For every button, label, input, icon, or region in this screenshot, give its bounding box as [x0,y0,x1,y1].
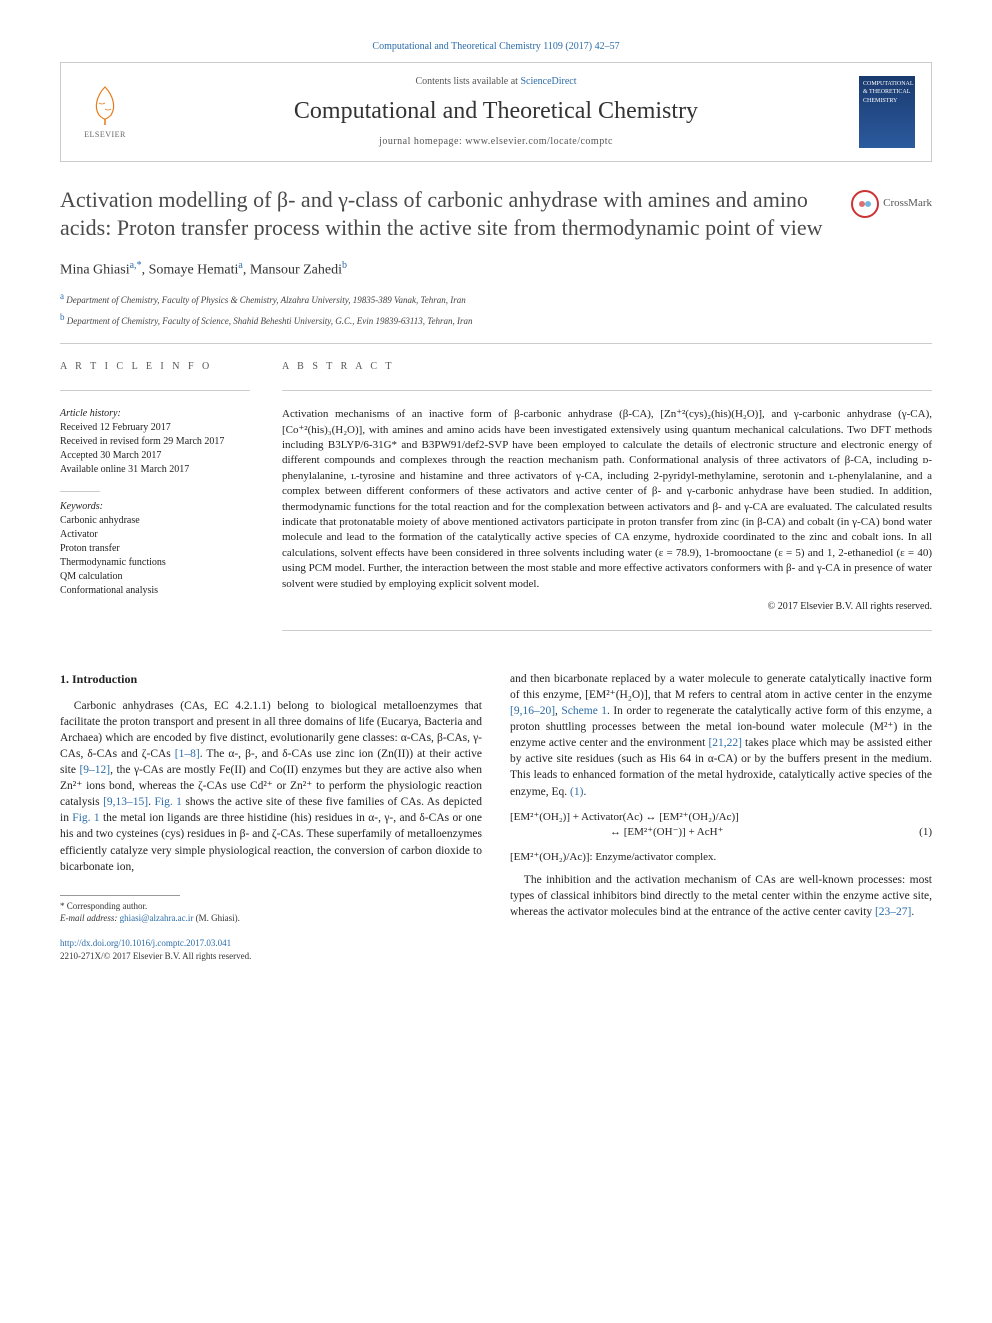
keyword-item: Proton transfer [60,542,250,556]
history-item: Received in revised form 29 March 2017 [60,435,250,449]
email-attribution: (M. Ghiasi). [193,913,240,923]
history-item: Received 12 February 2017 [60,421,250,435]
divider [282,630,932,631]
author-aff-sup: a, [130,260,137,271]
section-heading: 1. Introduction [60,671,482,688]
article-info-block: A R T I C L E I N F O Article history: R… [60,360,250,647]
body-columns: 1. Introduction Carbonic anhydrases (CAs… [60,671,932,962]
keyword-item: Conformational analysis [60,584,250,598]
abstract-text: Activation mechanisms of an inactive for… [282,407,932,592]
aff-label: b [60,312,65,322]
aff-label: a [60,291,64,301]
text: and then bicarbonate replaced by a water… [510,673,932,701]
contents-available-line: Contents lists available at ScienceDirec… [149,75,843,89]
divider [282,390,932,391]
keyword-item: Thermodynamic functions [60,556,250,570]
journal-masthead: ELSEVIER Contents lists available at Sci… [60,62,932,162]
contents-prefix: Contents lists available at [415,76,520,87]
equation-line: [EM²⁺(OH₂)] + Activator(Ac) ↔ [EM²⁺(OH₂)… [510,810,932,825]
email-label: E-mail address: [60,913,120,923]
sciencedirect-link[interactable]: ScienceDirect [520,76,576,87]
keyword-item: Activator [60,528,250,542]
equation-note: [EM²⁺(OH₂)/Ac)]: Enzyme/activator comple… [510,850,932,865]
journal-name: Computational and Theoretical Chemistry [149,95,843,129]
author-name: Somaye Hemati [149,262,239,277]
text: . [911,906,914,918]
homepage-prefix: journal homepage: [379,136,465,147]
ref-link[interactable]: [9,13–15] [103,796,148,808]
keywords-label: Keywords: [60,500,250,514]
divider [60,343,932,344]
ref-link[interactable]: [9–12] [79,764,110,776]
text: . [583,786,586,798]
elsevier-logo-text: ELSEVIER [84,129,126,140]
history-item: Accepted 30 March 2017 [60,449,250,463]
history-item: Available online 31 March 2017 [60,463,250,477]
copyright-line: © 2017 Elsevier B.V. All rights reserved… [282,600,932,614]
homepage-url: www.elsevier.com/locate/comptc [465,136,613,147]
affiliation: a Department of Chemistry, Faculty of Ph… [60,290,932,307]
aff-text: Department of Chemistry, Faculty of Scie… [67,316,473,326]
footnotes: * Corresponding author. E-mail address: … [60,900,482,925]
email-link[interactable]: ghiasi@alzahra.ac.ir [120,913,194,923]
equation-link[interactable]: (1) [570,786,583,798]
doi-block: http://dx.doi.org/10.1016/j.comptc.2017.… [60,937,482,962]
author-aff-sup: a [238,260,242,271]
crossmark-icon [851,190,879,218]
issn-copyright: 2210-271X/© 2017 Elsevier B.V. All right… [60,950,482,963]
keyword-item: QM calculation [60,570,250,584]
author-corr-sup: * [137,260,142,271]
ref-link[interactable]: [21,22] [708,737,742,749]
body-paragraph: and then bicarbonate replaced by a water… [510,671,932,800]
elsevier-tree-icon [85,83,125,127]
scheme-link[interactable]: Scheme 1 [561,705,607,717]
ref-link[interactable]: [9,16–20] [510,705,555,717]
footnote-divider [60,895,180,896]
author-list: Mina Ghiasia,*, Somaye Hematia, Mansour … [60,259,932,280]
journal-homepage-line: journal homepage: www.elsevier.com/locat… [149,135,843,149]
affiliation: b Department of Chemistry, Faculty of Sc… [60,311,932,328]
crossmark-badge[interactable]: CrossMark [851,190,932,218]
divider [60,390,250,391]
right-column: and then bicarbonate replaced by a water… [510,671,932,962]
article-info-heading: A R T I C L E I N F O [60,360,250,374]
equation-block: [EM²⁺(OH₂)] + Activator(Ac) ↔ [EM²⁺(OH₂)… [510,810,932,841]
abstract-heading: A B S T R A C T [282,360,932,374]
author-name: Mansour Zahedi [250,262,342,277]
citation-header: Computational and Theoretical Chemistry … [60,40,932,54]
body-paragraph: The inhibition and the activation mechan… [510,872,932,920]
elsevier-logo: ELSEVIER [77,80,133,144]
equation-line: ↔ [EM²⁺(OH⁻)] + AcH⁺ [610,826,723,838]
ref-link[interactable]: [23–27] [875,906,911,918]
doi-link[interactable]: http://dx.doi.org/10.1016/j.comptc.2017.… [60,938,231,948]
article-title: Activation modelling of β- and γ-class o… [60,186,932,243]
author-name: Mina Ghiasi [60,262,130,277]
left-column: 1. Introduction Carbonic anhydrases (CAs… [60,671,482,962]
history-label: Article history: [60,407,250,421]
figure-link[interactable]: Fig. 1 [72,812,99,824]
text: the metal ion ligands are three histidin… [60,812,482,872]
aff-text: Department of Chemistry, Faculty of Phys… [66,295,465,305]
body-paragraph: Carbonic anhydrases (CAs, EC 4.2.1.1) be… [60,698,482,875]
journal-cover-thumbnail: COMPUTATIONAL & THEORETICAL CHEMISTRY [859,76,915,148]
divider [60,491,100,492]
equation-number: (1) [919,825,932,840]
crossmark-label: CrossMark [883,196,932,211]
author-aff-sup: b [342,260,347,271]
figure-link[interactable]: Fig. 1 [154,796,181,808]
ref-link[interactable]: [1–8] [175,748,200,760]
keyword-item: Carbonic anhydrase [60,514,250,528]
corr-author-note: * Corresponding author. [60,900,482,913]
abstract-block: A B S T R A C T Activation mechanisms of… [282,360,932,647]
text: The inhibition and the activation mechan… [510,874,932,918]
